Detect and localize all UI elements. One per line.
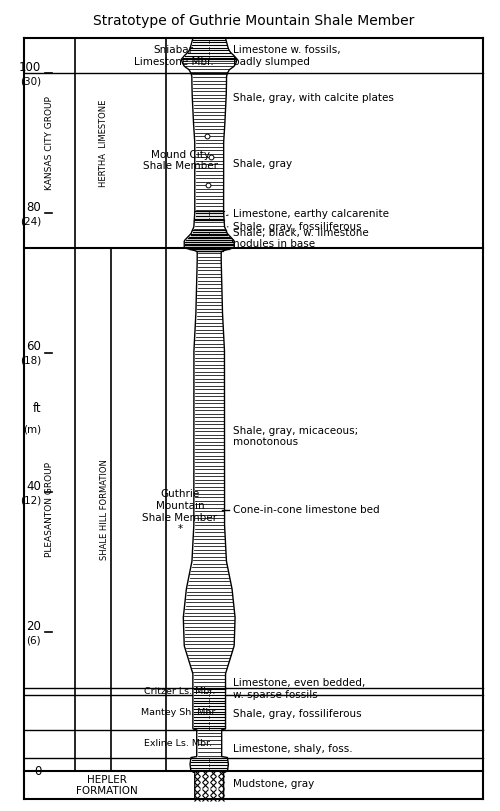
Text: 20: 20: [26, 620, 41, 633]
Text: 100: 100: [19, 61, 41, 74]
Text: Shale, gray, fossiliferous: Shale, gray, fossiliferous: [233, 709, 362, 719]
Text: Shale, gray, fossiliferous: Shale, gray, fossiliferous: [233, 222, 362, 232]
Text: (m): (m): [23, 424, 41, 435]
Text: Mound City
Shale Member: Mound City Shale Member: [143, 150, 218, 171]
Text: Shale, gray, micaceous;
monotonous: Shale, gray, micaceous; monotonous: [233, 426, 358, 447]
Text: Sniabar
Limestone Mbr.: Sniabar Limestone Mbr.: [134, 45, 214, 67]
Text: HERTHA  LIMESTONE: HERTHA LIMESTONE: [99, 99, 108, 187]
Text: (12): (12): [20, 496, 41, 505]
Text: Stratotype of Guthrie Mountain Shale Member: Stratotype of Guthrie Mountain Shale Mem…: [93, 14, 414, 28]
Text: SHALE HILL FORMATION: SHALE HILL FORMATION: [100, 459, 110, 560]
Text: Mantey Sh. Mbr.: Mantey Sh. Mbr.: [141, 708, 218, 717]
Text: (24): (24): [20, 217, 41, 226]
Text: Limestone, shaly, foss.: Limestone, shaly, foss.: [233, 744, 353, 754]
Text: KANSAS CITY GROUP: KANSAS CITY GROUP: [45, 96, 54, 190]
Text: Limestone, even bedded,
w. sparse fossils: Limestone, even bedded, w. sparse fossil…: [233, 678, 366, 700]
Text: 60: 60: [26, 341, 41, 354]
Text: Cone-in-cone limestone bed: Cone-in-cone limestone bed: [233, 504, 380, 515]
Text: Shale, gray: Shale, gray: [233, 159, 292, 169]
Text: 80: 80: [26, 201, 41, 214]
Text: Limestone, earthy calcarenite: Limestone, earthy calcarenite: [233, 209, 389, 219]
Text: Shale, gray, with calcite plates: Shale, gray, with calcite plates: [233, 92, 394, 103]
Text: HEPLER
FORMATION: HEPLER FORMATION: [76, 775, 138, 796]
Text: 40: 40: [26, 480, 41, 493]
Polygon shape: [182, 38, 237, 800]
Text: Mudstone, gray: Mudstone, gray: [233, 779, 314, 789]
Text: ft: ft: [32, 402, 41, 415]
Text: Shale, black, w. limestone
nodules in base: Shale, black, w. limestone nodules in ba…: [233, 228, 369, 250]
Text: Limestone w. fossils,
badly slumped: Limestone w. fossils, badly slumped: [233, 45, 341, 67]
Text: Critzer Ls. Mbr.: Critzer Ls. Mbr.: [144, 687, 215, 696]
Text: (6): (6): [26, 635, 41, 646]
Text: Exline Ls. Mbr.: Exline Ls. Mbr.: [144, 739, 212, 748]
Text: (18): (18): [20, 356, 41, 366]
Text: (30): (30): [20, 76, 41, 87]
Text: Guthrie
Mountain
Shale Member
*: Guthrie Mountain Shale Member *: [142, 489, 218, 534]
Text: PLEASANTON GROUP: PLEASANTON GROUP: [45, 462, 54, 557]
Text: 0: 0: [34, 765, 41, 778]
